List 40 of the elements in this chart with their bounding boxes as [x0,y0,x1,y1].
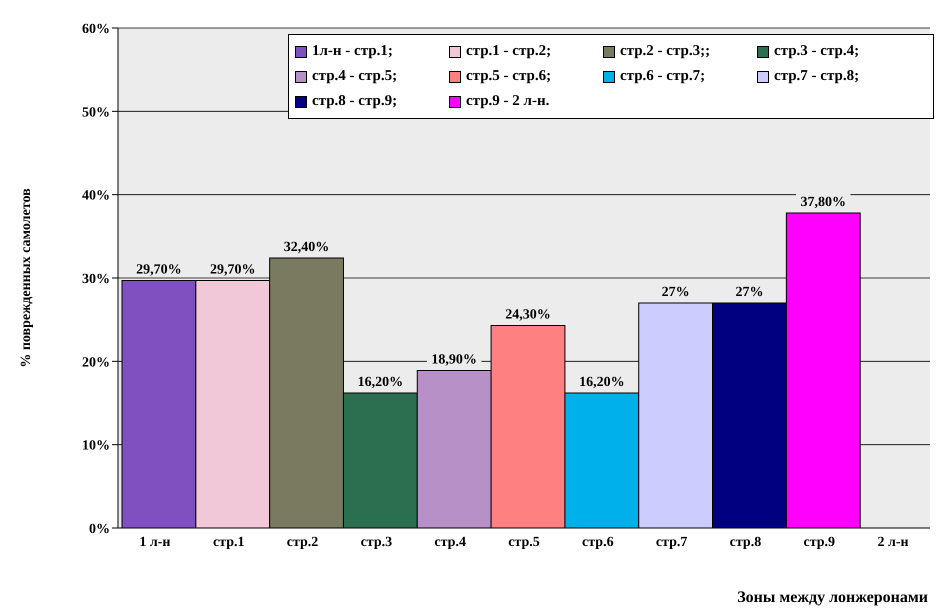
data-label: 32,40% [284,240,330,255]
y-tick-label: 0% [89,522,110,537]
y-tick-label: 40% [82,188,110,204]
x-tick-label: стр.8 [730,534,762,550]
x-tick-label: стр.7 [656,534,688,550]
data-label: 27% [735,285,764,300]
legend-label: стр.5 - стр.6; [466,68,552,85]
data-label: 27% [662,285,690,300]
data-label: 29,70% [136,262,182,278]
legend-label: стр.6 - стр.7; [620,68,706,85]
legend-label: стр.2 - стр.3;; [620,43,710,60]
data-label: 16,20% [579,375,625,390]
data-label: 37,80% [800,195,846,210]
legend-label: стр.8 - стр.9; [312,93,398,110]
y-tick-label: 10% [82,438,110,454]
legend-label: стр.7 - стр.8; [774,68,860,85]
legend-label: стр.3 - стр.4; [774,43,860,60]
x-tick-label: стр.4 [434,534,466,550]
legend-label: стр.9 - 2 л-н. [466,93,550,110]
x-tick-label: стр.5 [508,534,540,550]
x-tick-label: стр.2 [286,534,318,550]
x-tick-label: стр.9 [803,534,836,550]
data-label: 18,90% [431,352,477,368]
x-tick-label: 1 л-н [139,534,170,550]
y-tick-label: 30% [82,272,110,287]
y-tick-label: 50% [82,105,110,120]
legend-label: стр.4 - стр.5; [312,68,398,85]
legend-label: 1л-н - стр.1; [312,43,393,60]
y-axis-title: % поврежденных самолетов [19,188,34,368]
data-label: 29,70% [210,262,256,278]
data-label: 24,30% [505,308,551,322]
x-tick-label: стр.6 [582,534,614,550]
x-axis-title: Зоны между лонжеронами [737,589,928,606]
x-tick-label: стр.1 [212,534,245,550]
y-tick-label: 20% [82,355,110,370]
y-tick-label: 60% [82,22,110,37]
data-label: 16,20% [358,375,404,390]
x-tick-label: стр.3 [360,534,392,550]
x-tick-label: 2 л-н [878,534,909,550]
legend-label: стр.1 - стр.2; [466,43,552,60]
